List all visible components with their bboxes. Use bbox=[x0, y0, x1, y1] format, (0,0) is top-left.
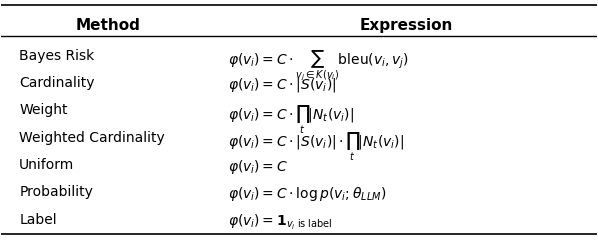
Text: $\varphi(v_i) = \mathbf{1}_{v_i \text{ is label}}$: $\varphi(v_i) = \mathbf{1}_{v_i \text{ i… bbox=[228, 212, 332, 232]
Text: Weighted Cardinality: Weighted Cardinality bbox=[19, 131, 165, 145]
Text: $\varphi(v_i) = C \cdot \log p(v_i; \theta_{LLM})$: $\varphi(v_i) = C \cdot \log p(v_i; \the… bbox=[228, 185, 386, 203]
Text: $\varphi(v_i) = C \cdot |S(v_i)|$: $\varphi(v_i) = C \cdot |S(v_i)|$ bbox=[228, 76, 336, 94]
Text: Method: Method bbox=[76, 18, 141, 33]
Text: $\varphi(v_i) = C$: $\varphi(v_i) = C$ bbox=[228, 158, 288, 176]
Text: Bayes Risk: Bayes Risk bbox=[19, 49, 94, 63]
Text: Expression: Expression bbox=[359, 18, 453, 33]
Text: $\varphi(v_i) = C \cdot \prod_t |N_t(v_i)|$: $\varphi(v_i) = C \cdot \prod_t |N_t(v_i… bbox=[228, 103, 353, 136]
Text: $\varphi(v_i) = C \cdot \sum_{v_j \in K(v_i)} \mathrm{bleu}(v_i, v_j)$: $\varphi(v_i) = C \cdot \sum_{v_j \in K(… bbox=[228, 49, 409, 83]
Text: $\varphi(v_i) = C \cdot |S(v_i)| \cdot \prod_t |N_t(v_i)|$: $\varphi(v_i) = C \cdot |S(v_i)| \cdot \… bbox=[228, 131, 404, 163]
Text: Probability: Probability bbox=[19, 185, 93, 199]
Text: Label: Label bbox=[19, 212, 57, 227]
Text: Weight: Weight bbox=[19, 103, 68, 117]
Text: Cardinality: Cardinality bbox=[19, 76, 94, 90]
Text: Uniform: Uniform bbox=[19, 158, 75, 172]
